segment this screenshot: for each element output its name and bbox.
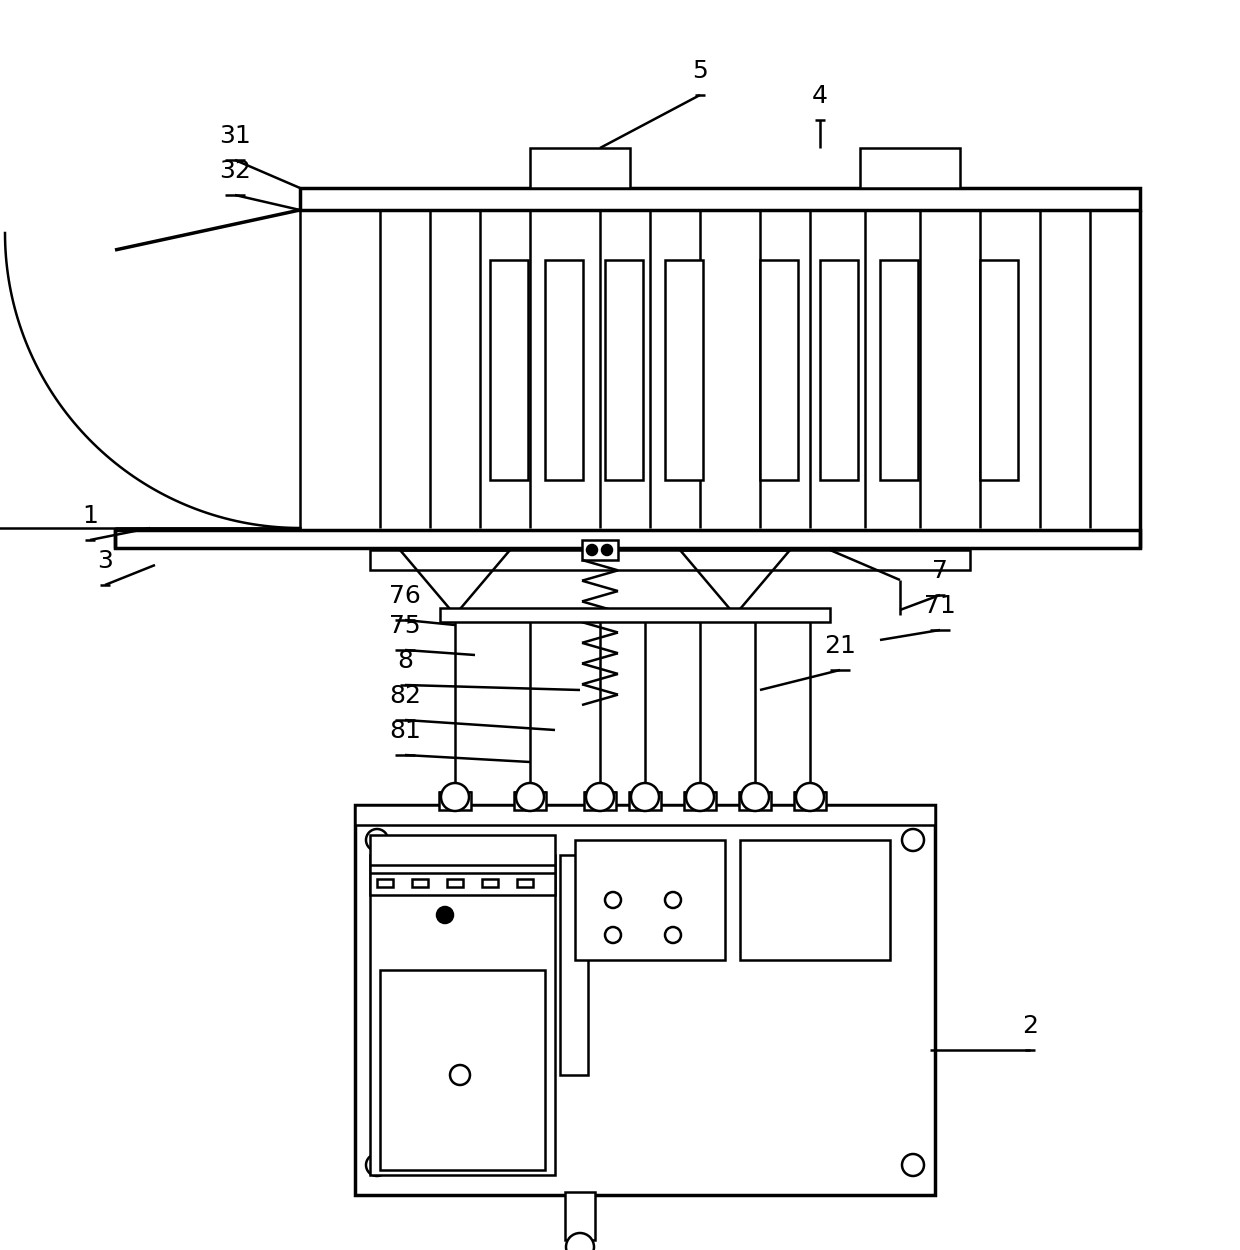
- Circle shape: [742, 782, 769, 811]
- Text: 1: 1: [82, 504, 98, 528]
- Bar: [684, 792, 715, 808]
- Bar: [584, 792, 616, 810]
- Bar: [980, 260, 1018, 480]
- Bar: [379, 970, 546, 1170]
- Bar: [820, 260, 858, 480]
- Bar: [439, 792, 471, 810]
- Bar: [605, 260, 644, 480]
- Circle shape: [631, 782, 658, 811]
- Text: 7: 7: [932, 559, 947, 582]
- Circle shape: [436, 908, 453, 922]
- Circle shape: [665, 892, 681, 908]
- Text: 8: 8: [397, 649, 413, 672]
- Circle shape: [366, 829, 388, 851]
- Bar: [446, 879, 463, 888]
- Bar: [739, 792, 771, 810]
- Bar: [630, 792, 660, 808]
- Bar: [546, 260, 583, 480]
- Bar: [684, 792, 715, 810]
- Bar: [861, 148, 960, 188]
- Bar: [370, 855, 556, 1175]
- Text: 32: 32: [219, 159, 250, 182]
- Circle shape: [605, 928, 621, 942]
- Bar: [794, 792, 826, 810]
- Bar: [760, 260, 799, 480]
- Bar: [582, 540, 618, 560]
- Circle shape: [516, 782, 544, 811]
- Bar: [300, 188, 1140, 210]
- Bar: [377, 879, 393, 888]
- Bar: [795, 792, 825, 808]
- Circle shape: [665, 928, 681, 942]
- Bar: [490, 260, 528, 480]
- Bar: [560, 855, 588, 1075]
- Circle shape: [686, 782, 714, 811]
- Circle shape: [587, 782, 614, 811]
- Circle shape: [450, 1065, 470, 1085]
- Bar: [740, 840, 890, 960]
- Circle shape: [587, 545, 596, 555]
- Text: 75: 75: [389, 614, 420, 638]
- Text: 2: 2: [1022, 1014, 1038, 1038]
- Text: 76: 76: [389, 584, 420, 608]
- Bar: [515, 792, 546, 810]
- Bar: [529, 148, 630, 188]
- Bar: [665, 260, 703, 480]
- Bar: [482, 879, 498, 888]
- Bar: [370, 550, 970, 570]
- Circle shape: [565, 1232, 594, 1250]
- Bar: [440, 792, 470, 808]
- Bar: [517, 879, 533, 888]
- Bar: [575, 840, 725, 960]
- Bar: [440, 608, 830, 622]
- Bar: [740, 792, 770, 808]
- Bar: [629, 792, 661, 810]
- Circle shape: [901, 1154, 924, 1176]
- Text: 21: 21: [825, 634, 856, 658]
- Bar: [880, 260, 918, 480]
- Bar: [115, 530, 1140, 548]
- Bar: [515, 792, 546, 808]
- Circle shape: [605, 892, 621, 908]
- Circle shape: [441, 782, 469, 811]
- Circle shape: [366, 1154, 388, 1176]
- Text: 3: 3: [97, 549, 113, 572]
- Text: 82: 82: [389, 684, 422, 707]
- Text: 5: 5: [692, 59, 708, 82]
- Bar: [565, 1192, 595, 1240]
- Bar: [585, 792, 615, 808]
- Bar: [355, 805, 935, 825]
- Text: 31: 31: [219, 124, 250, 148]
- Bar: [412, 879, 428, 888]
- Text: 4: 4: [812, 84, 828, 107]
- Circle shape: [601, 545, 613, 555]
- Text: 71: 71: [924, 594, 956, 618]
- Circle shape: [796, 782, 825, 811]
- Bar: [370, 835, 556, 895]
- Circle shape: [901, 829, 924, 851]
- Text: 81: 81: [389, 719, 420, 742]
- Bar: [355, 805, 935, 1195]
